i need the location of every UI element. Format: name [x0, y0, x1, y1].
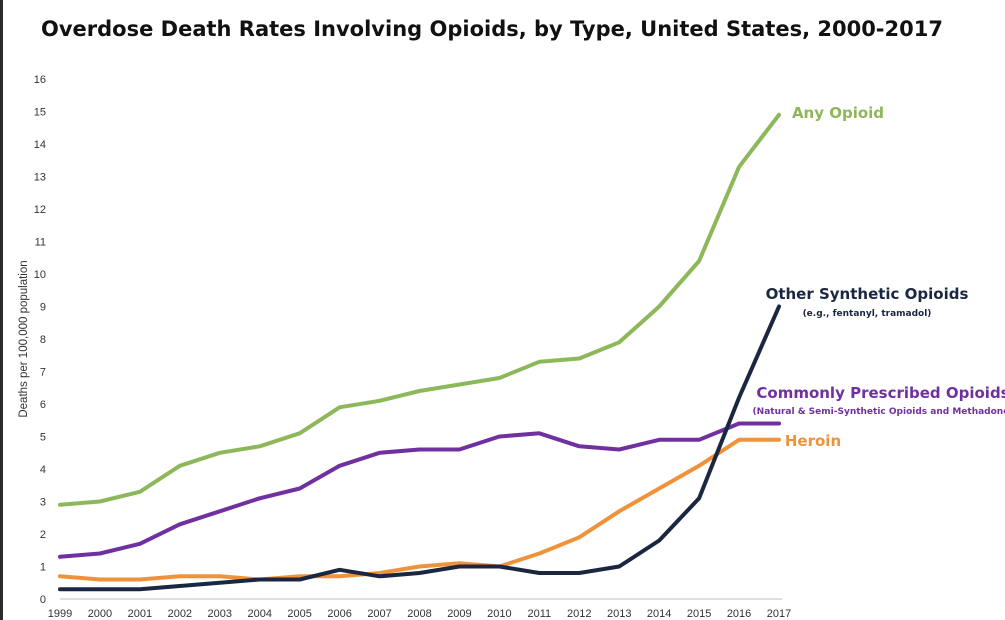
y-tick-label: 5 [40, 432, 46, 444]
x-tick-label: 2014 [647, 608, 671, 620]
series-label-commonly-prescribed-opioids: Commonly Prescribed Opioids [756, 384, 1005, 402]
y-tick-label: 3 [40, 497, 46, 509]
y-tick-label: 13 [34, 172, 46, 184]
y-tick-label: 7 [40, 367, 46, 379]
x-tick-label: 2000 [88, 608, 112, 620]
y-tick-label: 12 [34, 204, 46, 216]
x-tick-label: 2007 [367, 608, 391, 620]
y-tick-label: 2 [40, 529, 46, 541]
x-tick-label: 2008 [407, 608, 431, 620]
y-tick-label: 0 [40, 594, 46, 606]
series-line-other-synthetic-opioids [58, 304, 781, 592]
series-lines [58, 112, 781, 592]
series-label-other-synthetic-opioids: Other Synthetic Opioids [766, 285, 969, 303]
series-label-any-opioid: Any Opioid [792, 104, 884, 122]
x-tick-label: 2016 [727, 608, 751, 620]
chart-title: Overdose Death Rates Involving Opioids, … [41, 17, 943, 41]
x-tick-label: 2011 [528, 608, 552, 620]
series-label-heroin: Heroin [785, 432, 841, 450]
y-tick-label: 16 [34, 74, 46, 86]
y-tick-label: 10 [34, 269, 46, 281]
series-sublabel-commonly-prescribed-opioids: (Natural & Semi-Synthetic Opioids and Me… [753, 407, 1005, 417]
y-tick-label: 4 [40, 464, 46, 476]
x-tick-label: 1999 [48, 608, 72, 620]
x-tick-label: 2005 [287, 608, 311, 620]
y-tick-label: 1 [40, 562, 46, 574]
x-tick-label: 2009 [447, 608, 471, 620]
x-tick-label: 2012 [567, 608, 591, 620]
x-tick-label: 2010 [487, 608, 511, 620]
series-sublabel-other-synthetic-opioids: (e.g., fentanyl, tramadol) [803, 309, 932, 319]
x-axis-ticks: 1999 2000 2001 2002 2003 2004 2005 2006 2007 2008… [48, 608, 791, 620]
series-line-any-opioid [58, 112, 781, 507]
x-tick-label: 2006 [327, 608, 351, 620]
y-tick-label: 15 [34, 107, 46, 119]
series-line-heroin [58, 437, 781, 582]
series-line-commonly-prescribed-opioids [58, 421, 781, 559]
series-labels: Any Opioid Other Synthetic Opioids (e.g., … [753, 104, 1005, 450]
x-tick-label: 2013 [607, 608, 631, 620]
x-tick-label: 2015 [687, 608, 711, 620]
x-tick-label: 2004 [247, 608, 271, 620]
y-tick-label: 14 [34, 139, 46, 151]
x-tick-label: 2002 [168, 608, 192, 620]
y-axis-label: Deaths per 100,000 population [18, 260, 30, 417]
y-tick-label: 9 [40, 302, 46, 314]
x-tick-label: 2003 [208, 608, 232, 620]
y-tick-label: 8 [40, 334, 46, 346]
y-tick-label: 6 [40, 399, 46, 411]
y-tick-label: 11 [35, 237, 46, 249]
x-tick-label: 2017 [767, 608, 791, 620]
x-tick-label: 2001 [128, 608, 152, 620]
